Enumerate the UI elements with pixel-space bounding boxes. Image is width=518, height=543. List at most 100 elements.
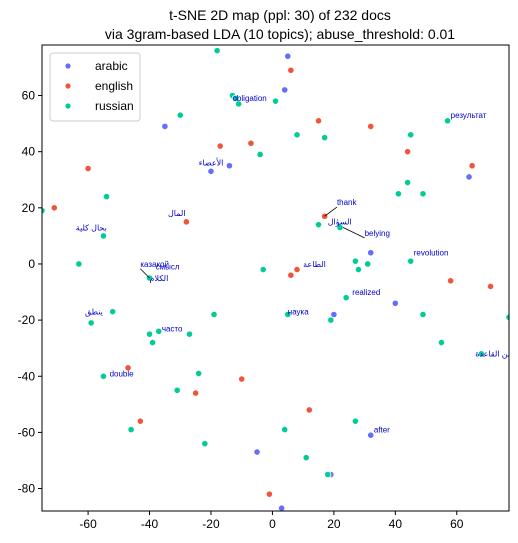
point-arabic-0 <box>284 52 292 60</box>
y-tick-label-3: -20 <box>18 313 36 327</box>
point-english-5 <box>84 164 92 173</box>
point-english-17 <box>192 389 200 397</box>
point-russian-23 <box>364 260 372 268</box>
point-russian-36 <box>419 310 427 319</box>
point-english-11 <box>287 271 295 279</box>
legend: arabic english russian <box>49 52 141 122</box>
data-points <box>42 47 509 511</box>
point-english-8 <box>50 204 58 212</box>
point-russian-4 <box>176 111 184 119</box>
point-english-2 <box>247 139 255 147</box>
y-axis-ticks: -80 -60 -40 -20 0 20 40 60 <box>18 89 42 496</box>
y-tick-label-7: 60 <box>22 89 36 103</box>
x-tick-label-6: 60 <box>450 517 464 531</box>
point-russian-35 <box>149 338 157 347</box>
point-russian-28 <box>109 308 117 316</box>
x-tick-label-4: 20 <box>327 517 341 531</box>
point-english-18 <box>305 406 313 414</box>
point-english-0 <box>287 66 295 74</box>
annotation-label-19: after <box>374 425 390 434</box>
point-russian-32 <box>145 330 154 338</box>
point-arabic-6 <box>367 249 375 257</box>
y-tick-label-5: 20 <box>22 201 36 215</box>
annotation-label-7: belying <box>365 229 390 238</box>
point-english-3 <box>314 117 323 125</box>
point-russian-48 <box>324 470 332 479</box>
point-russian-13 <box>394 190 402 198</box>
legend-label-russian: russian <box>95 99 134 113</box>
annotation-label-6: السؤال <box>328 218 352 227</box>
y-tick-label-2: -40 <box>18 369 36 383</box>
point-russian-44 <box>201 440 209 448</box>
legend-marker-arabic <box>64 62 72 70</box>
point-russian-47 <box>302 454 310 462</box>
annotation-label-4: المال <box>168 209 186 218</box>
point-russian-19 <box>75 260 83 268</box>
legend-marker-english <box>64 82 72 90</box>
annotation-label-0: obligation <box>232 94 266 103</box>
annotation-arrow-10 <box>140 268 150 279</box>
point-english-7 <box>468 162 476 170</box>
point-russian-21 <box>351 257 359 265</box>
chart-title-line-1: t-SNE 2D map (ppl: 30) of 232 docs <box>169 7 391 23</box>
point-russian-33 <box>155 327 163 335</box>
point-russian-39 <box>195 369 203 378</box>
point-russian-24 <box>407 257 415 265</box>
point-russian-27 <box>87 319 95 327</box>
point-russian-11 <box>102 192 111 201</box>
y-tick-label-1: -60 <box>18 425 36 439</box>
point-arabic-11 <box>253 448 261 456</box>
point-russian-3 <box>235 100 243 108</box>
point-english-15 <box>124 364 132 372</box>
legend-label-arabic: arabic <box>95 59 128 73</box>
point-russian-31 <box>327 316 335 324</box>
point-russian-40 <box>173 386 181 394</box>
point-russian-0 <box>213 47 221 55</box>
point-russian-8 <box>407 131 415 139</box>
annotation-label-11: смысл <box>156 263 180 272</box>
point-english-19 <box>136 417 144 425</box>
annotation-label-10: казакой <box>140 260 169 269</box>
point-russian-5 <box>271 97 280 105</box>
point-arabic-3 <box>225 162 234 170</box>
annotation-label-2: الأعضاء <box>199 158 224 168</box>
legend-marker-russian <box>64 102 72 110</box>
point-russian-29 <box>210 310 218 319</box>
x-tick-label-0: -60 <box>79 517 97 531</box>
annotation-label-13: realized <box>352 288 380 297</box>
point-english-6 <box>404 148 412 156</box>
annotation-label-14: ينطق <box>85 307 103 316</box>
point-russian-12 <box>42 207 46 215</box>
point-russian-38 <box>99 372 108 380</box>
plot-frame <box>41 44 510 512</box>
point-russian-15 <box>419 190 427 198</box>
point-russian-2 <box>231 94 240 102</box>
point-russian-46 <box>351 417 359 425</box>
point-russian-6 <box>293 131 301 139</box>
point-russian-17 <box>314 221 323 229</box>
point-english-12 <box>293 265 301 274</box>
point-russian-20 <box>259 265 267 274</box>
point-english-14 <box>486 282 495 291</box>
point-russian-7 <box>321 134 329 142</box>
annotation-label-15: наука <box>288 307 309 316</box>
point-russian-41 <box>437 338 446 347</box>
point-english-20 <box>265 490 273 498</box>
annotation-label-5: بحال كلية <box>76 223 107 232</box>
annotation-label-1: результат <box>451 111 487 120</box>
annotation-arrow-3 <box>324 206 338 217</box>
x-tick-label-2: -20 <box>202 517 220 531</box>
point-arabic-4 <box>207 167 215 175</box>
point-arabic-13 <box>278 504 286 511</box>
point-russian-26 <box>342 294 350 302</box>
point-arabic-10 <box>367 431 375 439</box>
point-russian-45 <box>281 425 289 434</box>
legend-label-english: english <box>95 79 133 93</box>
x-tick-label-5: 40 <box>389 517 403 531</box>
legend-box <box>49 52 141 122</box>
x-tick-label-1: -40 <box>141 517 159 531</box>
point-russian-22 <box>354 265 363 274</box>
point-russian-10 <box>256 150 264 159</box>
point-russian-30 <box>284 310 292 319</box>
